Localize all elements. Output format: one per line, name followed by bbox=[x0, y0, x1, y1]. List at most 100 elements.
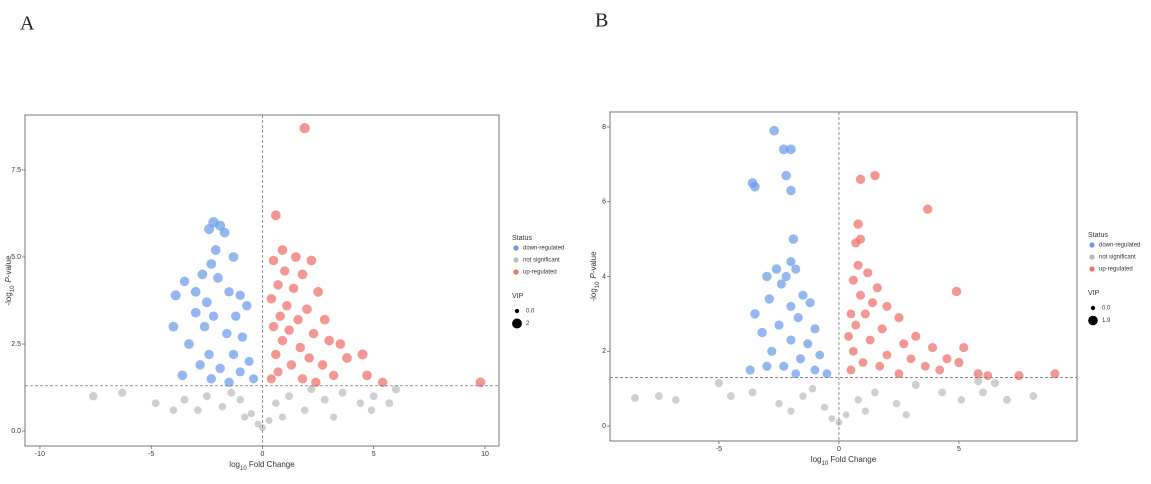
y-tick-label: 2.5 bbox=[11, 341, 21, 348]
point bbox=[199, 321, 210, 332]
point bbox=[475, 377, 486, 388]
point bbox=[362, 370, 372, 381]
point bbox=[750, 182, 760, 192]
point bbox=[227, 388, 236, 397]
point bbox=[853, 260, 863, 270]
legend-swatch bbox=[1089, 254, 1095, 260]
point bbox=[197, 269, 208, 280]
point bbox=[204, 349, 214, 360]
point bbox=[248, 374, 259, 384]
point bbox=[317, 360, 328, 370]
legend-swatch bbox=[1089, 266, 1095, 272]
size-legend-label: 0.0 bbox=[526, 309, 535, 315]
point bbox=[791, 264, 801, 274]
point bbox=[268, 321, 279, 332]
x-tick-label: -10 bbox=[35, 451, 45, 458]
point bbox=[786, 256, 796, 267]
point bbox=[285, 392, 294, 401]
point bbox=[858, 358, 868, 367]
axis-label-part: 10 bbox=[240, 466, 247, 472]
point bbox=[983, 371, 993, 380]
point bbox=[762, 361, 772, 371]
point bbox=[268, 255, 279, 266]
point bbox=[206, 259, 217, 269]
y-axis-label: -log10 P-value bbox=[589, 251, 600, 302]
point bbox=[882, 301, 892, 311]
point bbox=[920, 361, 930, 371]
point bbox=[745, 365, 755, 375]
legend-title: Status bbox=[512, 235, 532, 242]
y-tick-label: 4 bbox=[602, 273, 606, 280]
point bbox=[286, 360, 297, 370]
point bbox=[851, 320, 861, 330]
point bbox=[631, 394, 639, 402]
point bbox=[224, 377, 234, 388]
point bbox=[938, 388, 947, 397]
axis-label-part: Fold Change bbox=[828, 455, 877, 464]
point bbox=[324, 335, 335, 346]
x-tick-label: 5 bbox=[957, 446, 961, 453]
point bbox=[295, 342, 306, 353]
point bbox=[367, 406, 376, 414]
point bbox=[215, 363, 225, 374]
point bbox=[911, 380, 920, 389]
point bbox=[307, 385, 316, 394]
point bbox=[1014, 371, 1024, 381]
point bbox=[870, 170, 880, 181]
y-tick-label: 0.0 bbox=[11, 428, 21, 435]
point bbox=[241, 413, 249, 421]
point bbox=[787, 407, 795, 415]
point bbox=[942, 354, 952, 364]
y-tick-label: 2 bbox=[602, 348, 606, 355]
point bbox=[828, 415, 836, 423]
point bbox=[865, 335, 875, 345]
point bbox=[284, 325, 294, 335]
point bbox=[266, 294, 277, 304]
size-legend-label: 0.0 bbox=[1102, 306, 1111, 312]
point bbox=[202, 392, 211, 401]
point bbox=[222, 328, 232, 339]
point bbox=[769, 125, 780, 136]
legend-label: down-regulated bbox=[1099, 243, 1140, 249]
point bbox=[973, 369, 983, 379]
point bbox=[748, 388, 757, 397]
point bbox=[204, 224, 215, 235]
point bbox=[906, 354, 916, 364]
point bbox=[247, 409, 255, 418]
plot-frame bbox=[24, 114, 500, 447]
point bbox=[902, 411, 910, 419]
point bbox=[779, 361, 789, 371]
point bbox=[959, 342, 969, 353]
point bbox=[851, 238, 861, 248]
point bbox=[1029, 392, 1038, 401]
point bbox=[385, 399, 394, 408]
point bbox=[228, 349, 239, 360]
point bbox=[894, 313, 904, 323]
point bbox=[923, 204, 933, 214]
point bbox=[195, 360, 205, 370]
axis-label-part: P bbox=[589, 273, 598, 279]
point bbox=[299, 123, 310, 134]
point bbox=[210, 245, 221, 255]
point bbox=[778, 144, 789, 155]
point bbox=[213, 273, 223, 283]
point bbox=[300, 406, 309, 414]
point bbox=[875, 361, 885, 371]
point bbox=[270, 210, 281, 221]
x-axis-label: log10 Fold Change bbox=[229, 460, 295, 471]
axis-label-part: 10 bbox=[595, 281, 601, 288]
point bbox=[808, 384, 817, 393]
point bbox=[848, 346, 858, 356]
size-legend-title: VIP bbox=[512, 293, 524, 300]
axis-label-part: 10 bbox=[821, 461, 828, 467]
point bbox=[282, 301, 292, 311]
point bbox=[231, 311, 241, 321]
point bbox=[254, 420, 262, 428]
point bbox=[935, 365, 945, 375]
point bbox=[273, 280, 283, 290]
point bbox=[273, 367, 283, 377]
point bbox=[306, 255, 317, 266]
point bbox=[853, 219, 863, 229]
size-legend-label: 2 bbox=[526, 321, 530, 327]
